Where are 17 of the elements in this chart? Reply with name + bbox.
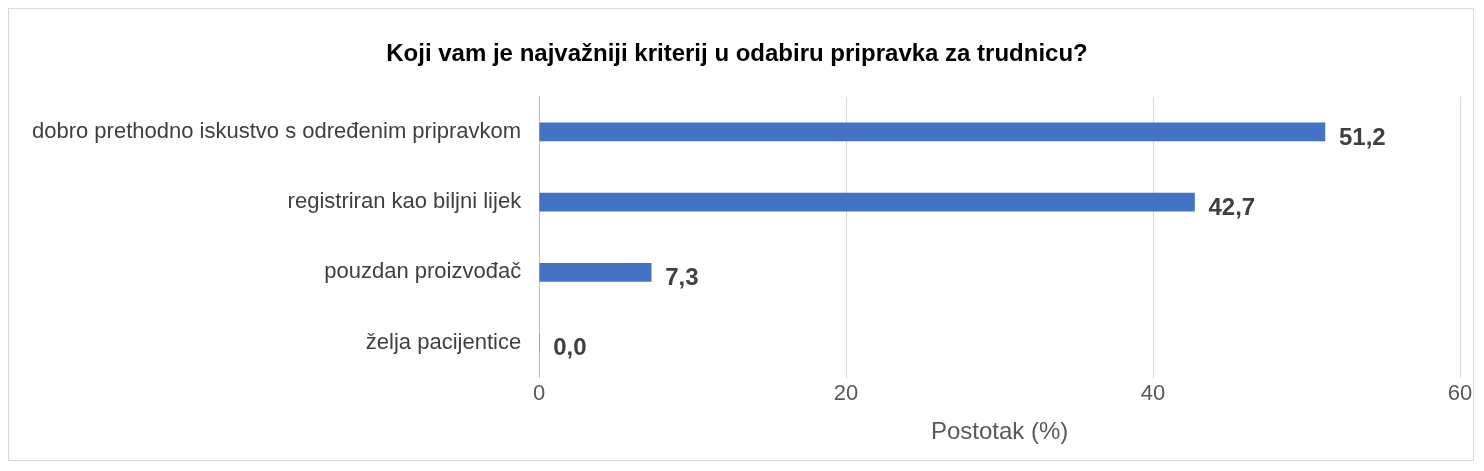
y-tick-label: registriran kao biljni lijek — [287, 188, 523, 214]
bar — [539, 263, 652, 282]
bar — [539, 192, 1195, 212]
data-label: 7,3 — [665, 263, 699, 291]
chart-title: Koji vam je najvažniji kriterij u odabiru pripravka za trudnicu? — [386, 39, 1088, 67]
data-label: 51,2 — [1338, 122, 1386, 150]
x-axis-title: Postotak (%) — [930, 417, 1069, 445]
x-tick-label: 60 — [1447, 380, 1473, 406]
data-label: 42,7 — [1208, 192, 1256, 220]
data-label: 0,0 — [553, 333, 587, 361]
x-tick-label: 40 — [1140, 380, 1166, 406]
x-tick-label: 20 — [833, 380, 859, 406]
bar — [539, 122, 1326, 142]
y-tick-label: pouzdan proizvođač — [324, 258, 522, 284]
y-tick-label: dobro prethodno iskustvo s određenim pripravkom — [31, 117, 522, 143]
y-tick-label: želja pacijentice — [365, 328, 522, 354]
x-tick-label: 0 — [533, 380, 546, 406]
